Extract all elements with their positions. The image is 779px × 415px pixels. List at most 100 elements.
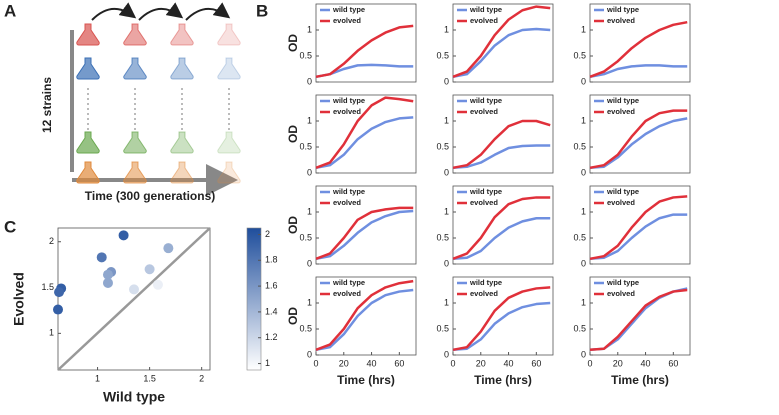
growth-curve <box>315 96 414 169</box>
legend-label: wild type <box>332 96 365 105</box>
legend-label: evolved <box>470 107 498 116</box>
plot-frame <box>589 94 691 174</box>
colorbar <box>246 227 262 371</box>
y-tick-label: 0.5 <box>573 141 586 151</box>
colorbar-tick-label: 2 <box>265 229 270 239</box>
x-tick-label: 1 <box>95 373 100 383</box>
legend-label: wild type <box>606 278 639 287</box>
flask <box>170 161 194 184</box>
y-tick-label: 1 <box>444 297 449 307</box>
y-tick-label: 0.5 <box>573 232 586 242</box>
x-tick-label: 20 <box>613 358 623 368</box>
y-tick-label: 0.5 <box>299 50 312 60</box>
y-tick-label: 0.5 <box>573 323 586 333</box>
y-tick-label: 0.5 <box>299 141 312 151</box>
legend-label: wild type <box>606 5 639 14</box>
growth-curve <box>315 279 414 351</box>
flask <box>217 161 241 184</box>
legend-label: wild type <box>469 5 502 14</box>
legend-label: wild type <box>332 187 365 196</box>
y-tick-label: 0 <box>307 167 312 177</box>
growth-curve <box>315 288 414 352</box>
y-tick-label: 0 <box>444 167 449 177</box>
y-axis-label: OD <box>286 307 300 325</box>
growth-curve <box>452 196 551 260</box>
y-tick-label: 1 <box>581 297 586 307</box>
x-tick-label: 0 <box>313 358 318 368</box>
x-tick-label: 0 <box>450 358 455 368</box>
legend-label: wild type <box>469 278 502 287</box>
y-tick-label: 0 <box>307 258 312 268</box>
transfer-arrow <box>185 2 231 21</box>
growth-curve <box>452 5 551 78</box>
point <box>118 230 129 241</box>
y-tick-label: 1 <box>444 206 449 216</box>
legend-label: evolved <box>470 198 498 207</box>
growth-curve <box>315 206 414 260</box>
legend-label: evolved <box>607 289 635 298</box>
legend-label: evolved <box>333 107 361 116</box>
legend-label: wild type <box>606 187 639 196</box>
y-axis-label: OD <box>286 216 300 234</box>
growth-curve <box>315 116 414 170</box>
growth-curve <box>589 64 688 79</box>
legend-label: evolved <box>607 107 635 116</box>
point <box>96 252 107 263</box>
x-tick-label: 60 <box>531 358 541 368</box>
legend-label: wild type <box>469 96 502 105</box>
flask <box>76 57 100 80</box>
x-axis-label: Time (hrs) <box>474 373 532 387</box>
x-tick-label: 60 <box>394 358 404 368</box>
growth-curve <box>315 24 414 79</box>
flask <box>123 131 147 154</box>
legend-label: evolved <box>470 16 498 25</box>
point <box>102 277 113 288</box>
y-tick-label: 0 <box>581 349 586 359</box>
flask <box>170 23 194 46</box>
panel-label: C <box>4 217 16 236</box>
y-tick-label: 0 <box>307 349 312 359</box>
colorbar-tick-label: 1.4 <box>265 306 278 316</box>
y-axis-label: OD <box>286 34 300 52</box>
flask <box>170 131 194 154</box>
diagram-ylabel: 12 strains <box>40 77 54 133</box>
legend-label: wild type <box>469 187 502 196</box>
y-tick-label: 1.5 <box>41 282 54 292</box>
flask-grid <box>76 2 241 184</box>
x-tick-label: 1.5 <box>143 373 156 383</box>
y-axis-label: Evolved <box>11 272 27 326</box>
x-tick-label: 60 <box>668 358 678 368</box>
growth-curve <box>452 27 551 79</box>
identity-line <box>57 227 211 371</box>
legend-label: evolved <box>470 289 498 298</box>
y-tick-label: 1 <box>307 297 312 307</box>
flask <box>76 23 100 46</box>
transfer-arrow <box>138 2 184 21</box>
growth-curve <box>452 301 551 352</box>
y-tick-label: 0.5 <box>299 323 312 333</box>
point <box>54 287 65 298</box>
flask <box>123 57 147 80</box>
colorbar-tick-label: 1.6 <box>265 280 278 290</box>
y-tick-label: 1 <box>444 115 449 125</box>
x-tick-label: 2 <box>199 373 204 383</box>
point <box>163 243 174 254</box>
flask <box>217 23 241 46</box>
y-tick-label: 1 <box>581 115 586 125</box>
y-tick-label: 0 <box>444 258 449 268</box>
y-tick-label: 0 <box>581 258 586 268</box>
y-tick-label: 1 <box>581 24 586 34</box>
y-tick-label: 0.5 <box>436 323 449 333</box>
flask <box>217 57 241 80</box>
legend-label: wild type <box>332 278 365 287</box>
growth-curve <box>452 144 551 170</box>
y-tick-label: 1 <box>307 206 312 216</box>
y-tick-label: 1 <box>49 328 54 338</box>
y-tick-label: 1 <box>307 24 312 34</box>
growth-curve <box>589 195 688 261</box>
diagram-xlabel: Time (300 generations) <box>85 189 216 203</box>
legend-label: evolved <box>333 198 361 207</box>
y-axis-label: OD <box>286 125 300 143</box>
flask <box>76 131 100 154</box>
y-tick-label: 0 <box>581 167 586 177</box>
